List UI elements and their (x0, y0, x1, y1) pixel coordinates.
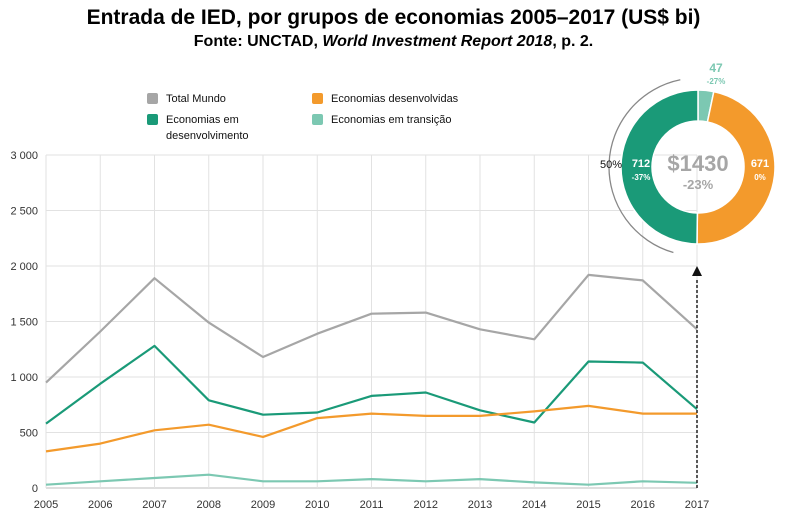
x-tick-label: 2007 (142, 499, 166, 511)
y-tick-label: 1 000 (10, 372, 38, 384)
legend-label-economias-desenvolvidas: Economias desenvolvidas (331, 93, 459, 105)
x-tick-label: 2008 (197, 499, 221, 511)
donut-center-change: -23% (683, 177, 714, 192)
x-tick-label: 2005 (34, 499, 58, 511)
x-tick-label: 2006 (88, 499, 112, 511)
grid (45, 154, 698, 489)
y-tick-label: 2 000 (10, 261, 38, 273)
legend: Total Mundo Economias desenvolvidas Econom… (147, 93, 459, 142)
slice-change-economias-em-transicao: -27% (707, 77, 726, 86)
series-line-economias-desenvolvidas (45, 404, 697, 453)
x-tick-label: 2012 (414, 499, 438, 511)
year-2017-arrow (692, 266, 702, 488)
slice-value-economias-desenvolvidas: 671 (751, 158, 769, 170)
donut-center-value: $1430 (667, 151, 728, 176)
legend-item-economias-em-desenvolvimento: Economias em desenvolvimento (147, 114, 249, 142)
legend-label-economias-em-transicao: Economias em transição (331, 114, 451, 126)
y-tick-label: 3 000 (10, 150, 38, 162)
subtitle-suffix: , p. 2. (552, 33, 594, 50)
legend-swatch-economias-em-desenvolvimento (147, 114, 158, 125)
y-axis-ticks: 0 500 1 000 1 500 2 000 2 500 3 000 (10, 150, 38, 495)
subtitle-prefix: Fonte: UNCTAD, (193, 33, 323, 50)
y-tick-label: 1 500 (10, 317, 38, 329)
x-tick-label: 2013 (468, 499, 492, 511)
series-line-total-mundo (45, 273, 698, 384)
arrow-head (692, 266, 702, 276)
x-tick-label: 2011 (360, 499, 384, 511)
slice-change-economias-desenvolvidas: 0% (754, 173, 766, 182)
series-line-economias-em-desenvolvimento (45, 344, 698, 425)
x-axis-ticks: 2005 2006 2007 2008 2009 2010 2011 2012 2013 2014… (34, 499, 709, 511)
subtitle-report-name: World Investment Report 2018 (322, 33, 553, 50)
legend-swatch-total-mundo (147, 93, 158, 104)
x-tick-label: 2009 (251, 499, 275, 511)
series-lines (45, 273, 698, 486)
legend-item-economias-em-transicao: Economias em transição (312, 114, 451, 126)
y-tick-label: 0 (32, 483, 38, 495)
legend-swatch-economias-desenvolvidas (312, 93, 323, 104)
donut-slice-economias-desenvolvidas (696, 90, 776, 245)
x-tick-label: 2010 (305, 499, 329, 511)
chart-subtitle: Fonte: UNCTAD, World Investment Report 2… (0, 33, 787, 51)
slice-change-economias-em-desenvolvimento: -37% (632, 173, 651, 182)
legend-label-total-mundo: Total Mundo (166, 93, 226, 105)
x-tick-label: 2014 (522, 499, 546, 511)
donut-bracket-label: 50% (600, 159, 622, 171)
donut-bracket (608, 79, 681, 254)
legend-item-total-mundo: Total Mundo (147, 93, 226, 105)
series-line-economias-em-transicao (45, 473, 698, 486)
legend-swatch-economias-em-transicao (312, 114, 323, 125)
slice-value-economias-em-transicao: 47 (709, 61, 723, 75)
x-tick-label: 2016 (631, 499, 655, 511)
y-tick-label: 2 500 (10, 206, 38, 218)
chart-title: Entrada de IED, por grupos de economias … (86, 6, 701, 29)
donut-slice-economias-em-desenvolvimento (620, 89, 699, 245)
y-tick-label: 500 (20, 428, 38, 440)
x-tick-label: 2017 (685, 499, 709, 511)
donut-chart: 50% $1430-23% 712 -37% 671 0% 47 -27% (600, 61, 776, 254)
x-tick-label: 2015 (576, 499, 600, 511)
legend-item-economias-desenvolvidas: Economias desenvolvidas (312, 93, 459, 105)
legend-label-economias-em-desenvolvimento: Economias em desenvolvimento (166, 114, 249, 142)
slice-value-economias-em-desenvolvimento: 712 (632, 158, 650, 170)
